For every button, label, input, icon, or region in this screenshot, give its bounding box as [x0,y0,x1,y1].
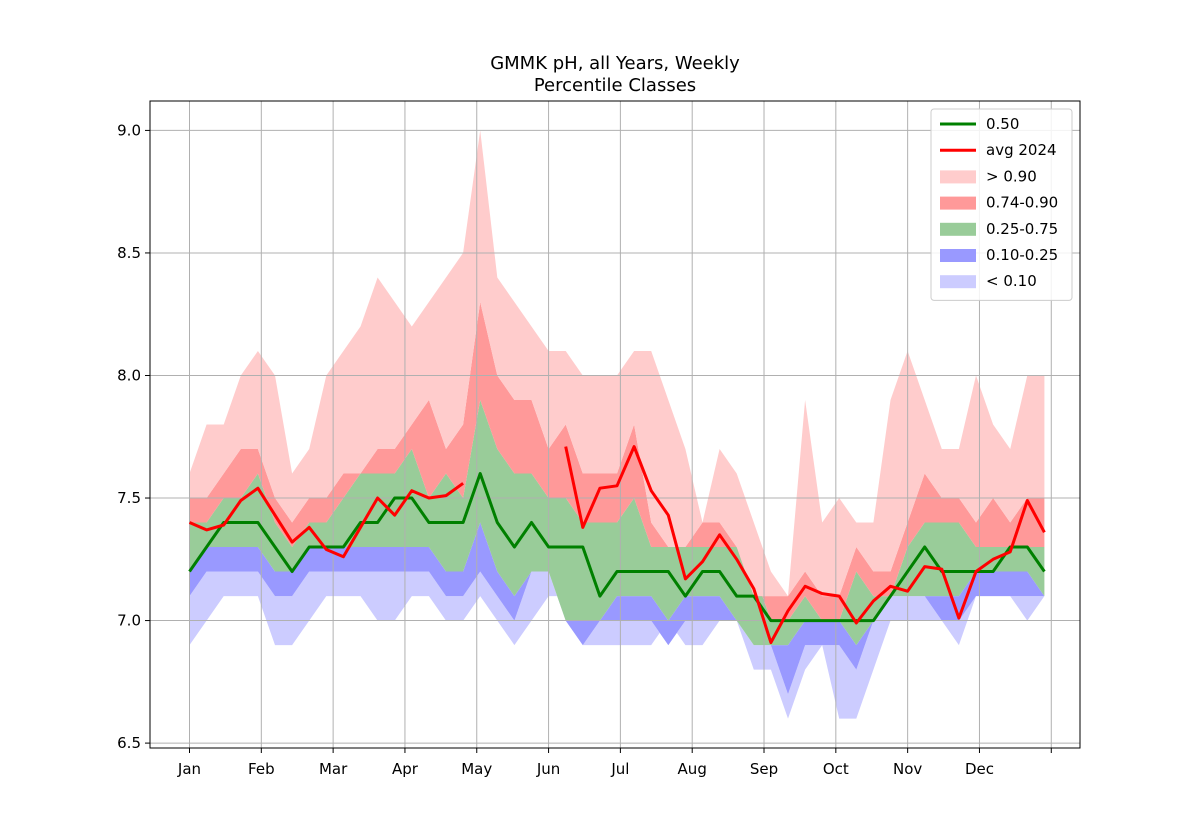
bands-layer [189,130,1045,719]
band-1 [189,522,1045,695]
chart-subtitle: Percentile Classes [534,75,696,96]
legend-label: 0.50 [986,115,1019,133]
legend-patch-swatch [940,249,976,262]
x-tick-label: Jan [177,760,201,778]
legend-patch-swatch [940,275,976,289]
series-line-avg-2024 [188,445,1046,645]
x-axis: Jan Feb Mar Apr May Jun Jul Aug Sep Oct Nov Dec [177,748,1052,778]
x-tick-label: Jul [610,760,629,778]
legend-label: < 0.10 [986,272,1037,290]
y-axis: 6.5 7.0 7.5 8.0 8.5 9.0 [117,121,150,752]
x-tick-label: Mar [319,760,348,778]
x-tick-label: May [461,760,492,778]
legend-patch-swatch [940,170,976,184]
y-tick-label: 8.0 [117,366,141,384]
band-2 [189,400,1045,646]
x-tick-label: Nov [893,760,922,778]
x-tick-label: Oct [823,760,849,778]
x-tick-label: Sep [750,760,778,778]
x-tick-label: Aug [678,760,707,778]
grid-layer [150,101,1080,748]
legend-label: 0.10-0.25 [986,246,1058,264]
legend: 0.50 avg 2024 > 0.90 0.74-0.90 0.25-0.75 0.10… [930,108,1073,301]
y-tick-label: 7.5 [117,489,141,507]
legend-label: 0.74-0.90 [986,194,1058,212]
chart-title: GMMK pH, all Years, Weekly [490,53,740,74]
band-0 [189,571,1045,719]
legend-label: 0.25-0.75 [986,220,1058,238]
series-line-0-50 [188,472,1046,623]
axes-frame [149,100,1081,749]
y-tick-label: 7.0 [117,612,141,630]
x-tick-label: Feb [248,760,275,778]
legend-patch-swatch [940,196,976,210]
legend-patch-swatch [940,222,976,236]
x-tick-label: Jun [536,760,560,778]
legend-label: avg 2024 [986,141,1057,159]
lines-layer [188,445,1046,645]
y-tick-label: 9.0 [117,121,141,139]
band-4 [189,130,1045,597]
x-tick-label: Apr [392,760,419,778]
y-tick-label: 8.5 [117,244,141,262]
legend-label: > 0.90 [986,167,1037,185]
y-tick-label: 6.5 [117,734,141,752]
x-tick-label: Dec [965,760,994,778]
